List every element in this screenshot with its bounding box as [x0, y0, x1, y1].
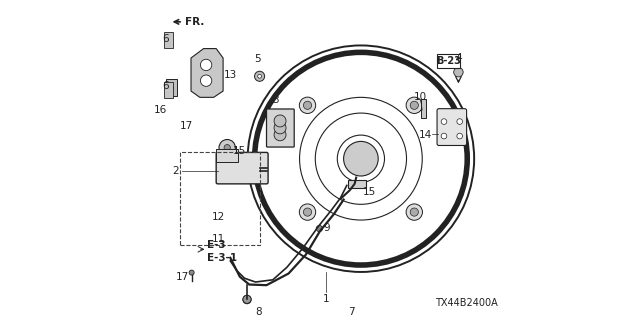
Circle shape: [169, 86, 173, 91]
Circle shape: [300, 97, 316, 114]
Text: 13: 13: [224, 70, 237, 80]
Bar: [348, 180, 366, 188]
Circle shape: [406, 97, 422, 114]
Circle shape: [410, 208, 419, 216]
Circle shape: [274, 115, 286, 127]
Text: 6: 6: [163, 34, 169, 44]
Text: E-3
E-3-1: E-3 E-3-1: [207, 240, 237, 263]
Text: 10: 10: [414, 92, 428, 102]
Circle shape: [255, 71, 264, 81]
Text: 5: 5: [254, 54, 260, 64]
FancyBboxPatch shape: [437, 109, 467, 146]
Text: 7: 7: [348, 307, 355, 316]
Text: 1: 1: [323, 294, 330, 304]
FancyBboxPatch shape: [266, 109, 294, 147]
Circle shape: [441, 133, 447, 139]
Bar: [164, 32, 173, 48]
Circle shape: [316, 225, 323, 232]
Circle shape: [457, 119, 463, 124]
Circle shape: [300, 204, 316, 220]
Circle shape: [243, 296, 251, 304]
Text: 14: 14: [419, 130, 432, 140]
Bar: [164, 82, 173, 98]
Circle shape: [410, 101, 419, 109]
Text: 17: 17: [176, 272, 189, 282]
Text: 15: 15: [362, 187, 376, 197]
Circle shape: [457, 133, 463, 139]
Circle shape: [274, 129, 286, 141]
Polygon shape: [191, 49, 223, 97]
Circle shape: [224, 145, 230, 151]
Bar: [437, 54, 460, 68]
Bar: [420, 99, 426, 118]
Circle shape: [344, 141, 378, 176]
Text: 2: 2: [172, 166, 179, 176]
Text: FR.: FR.: [185, 17, 204, 27]
Text: 9: 9: [323, 223, 330, 233]
Bar: [180, 152, 260, 245]
Circle shape: [303, 208, 312, 216]
Text: 4: 4: [455, 53, 461, 63]
Circle shape: [189, 270, 194, 275]
Text: 6: 6: [163, 81, 169, 91]
Text: 15: 15: [233, 146, 246, 156]
Text: 11: 11: [211, 234, 225, 244]
Circle shape: [274, 122, 286, 134]
Bar: [216, 148, 237, 163]
Bar: [166, 79, 177, 96]
Circle shape: [441, 119, 447, 124]
Text: 8: 8: [255, 307, 262, 316]
Circle shape: [200, 59, 212, 71]
Text: 12: 12: [211, 212, 225, 222]
Circle shape: [243, 295, 251, 303]
Text: 17: 17: [179, 121, 193, 131]
Text: TX44B2400A: TX44B2400A: [435, 298, 497, 308]
Circle shape: [258, 74, 262, 78]
Circle shape: [303, 101, 312, 109]
Text: 16: 16: [154, 105, 168, 115]
Circle shape: [406, 204, 422, 220]
FancyBboxPatch shape: [216, 152, 268, 184]
Circle shape: [454, 68, 463, 77]
Circle shape: [200, 75, 212, 86]
Text: 3: 3: [273, 95, 279, 105]
Text: B-23: B-23: [436, 56, 461, 66]
Circle shape: [219, 140, 236, 156]
